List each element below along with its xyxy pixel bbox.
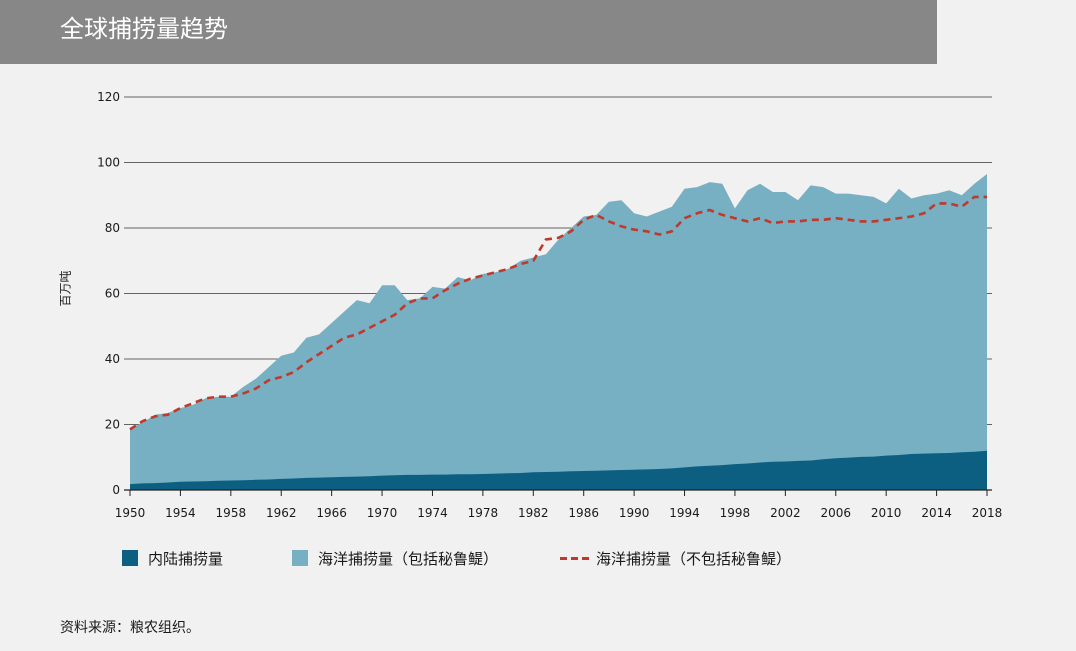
legend-label-marine-incl: 海洋捕捞量（包括秘鲁鳀） bbox=[318, 549, 499, 568]
x-tick-label: 1966 bbox=[316, 506, 347, 520]
series-area-inland bbox=[130, 450, 987, 490]
x-tick-label: 1974 bbox=[417, 506, 448, 520]
title-bar: 全球捕捞量趋势 bbox=[0, 0, 937, 64]
x-tick-label: 1994 bbox=[669, 506, 700, 520]
chart-areas bbox=[130, 174, 987, 490]
x-tick-label: 2010 bbox=[871, 506, 902, 520]
x-tick-label: 2002 bbox=[770, 506, 801, 520]
legend-swatch-inland bbox=[122, 550, 138, 566]
y-tick-label: 60 bbox=[105, 287, 120, 301]
legend-label-inland: 内陆捕捞量 bbox=[148, 549, 224, 568]
x-tick-label: 2014 bbox=[921, 506, 952, 520]
x-tick-label: 1978 bbox=[468, 506, 499, 520]
y-tick-label: 120 bbox=[97, 90, 120, 104]
x-tick-label: 1998 bbox=[720, 506, 751, 520]
chart-lines bbox=[129, 195, 987, 431]
x-tick-label: 1954 bbox=[165, 506, 196, 520]
legend-item-inland: 内陆捕捞量 bbox=[122, 548, 223, 568]
x-tick-label: 2006 bbox=[820, 506, 851, 520]
legend-label-marine-excl: 海洋捕捞量（不包括秘鲁鳀） bbox=[596, 549, 792, 568]
legend-swatch-marine-incl bbox=[292, 550, 308, 566]
x-tick-label: 1970 bbox=[367, 506, 398, 520]
x-tick-label: 1950 bbox=[115, 506, 146, 520]
x-tick-label: 1982 bbox=[518, 506, 549, 520]
y-tick-label: 20 bbox=[105, 418, 120, 432]
y-tick-label: 80 bbox=[105, 221, 120, 235]
series-line-marine-excl bbox=[129, 195, 987, 431]
legend-item-marine-excl: 海洋捕捞量（不包括秘鲁鳀） bbox=[560, 548, 791, 568]
x-tick-label: 1990 bbox=[619, 506, 650, 520]
y-axis-label: 百万吨 bbox=[58, 270, 73, 307]
y-tick-label: 40 bbox=[105, 352, 120, 366]
legend-swatch-marine-excl bbox=[560, 550, 589, 566]
series-area-marine-incl bbox=[130, 174, 987, 490]
source-note: 资料来源：粮农组织。 bbox=[60, 620, 200, 636]
x-tick-label: 1986 bbox=[568, 506, 599, 520]
chart-axes: 0 20 40 60 80 100 120 1950 1954 1958 1962 1966 1970 1… bbox=[97, 90, 1002, 520]
y-tick-label: 100 bbox=[97, 156, 120, 170]
page-title: 全球捕捞量趋势 bbox=[60, 15, 228, 43]
y-tick-label: 0 bbox=[112, 483, 120, 497]
x-tick-label: 1962 bbox=[266, 506, 297, 520]
x-tick-label: 2018 bbox=[972, 506, 1003, 520]
legend-item-marine-incl: 海洋捕捞量（包括秘鲁鳀） bbox=[292, 548, 498, 568]
x-tick-label: 1958 bbox=[216, 506, 247, 520]
